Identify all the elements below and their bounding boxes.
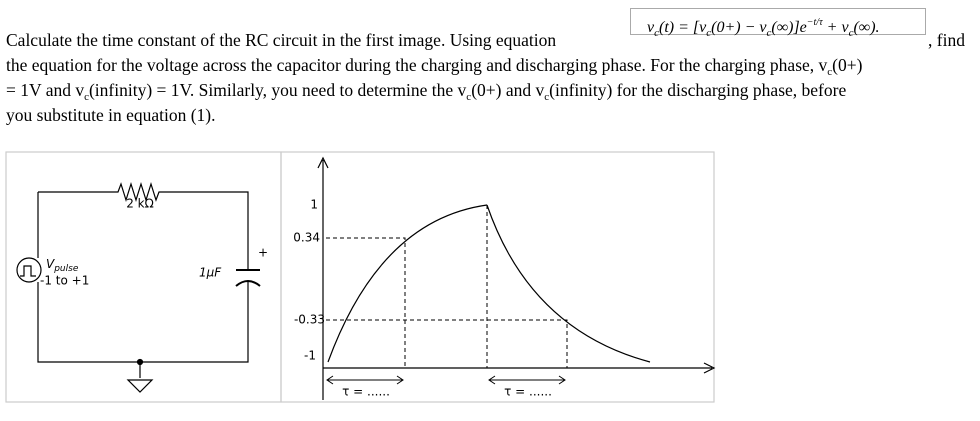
text-run: (∞). bbox=[853, 19, 880, 36]
text-run: c bbox=[827, 66, 833, 78]
polarity-label: + bbox=[258, 246, 268, 260]
tick-label: -0.33 bbox=[294, 313, 325, 327]
question-text: , find bbox=[928, 30, 965, 50]
tick-label: 0.34 bbox=[293, 231, 320, 245]
resistor-label: 2 kΩ bbox=[126, 197, 154, 211]
graph-figure bbox=[280, 151, 716, 403]
equation: vc(t) = [vc(0+) − vc(∞)]e−t/τ + vc(∞). bbox=[630, 8, 926, 39]
text-run: (infinity) for the discharging phase, be… bbox=[549, 80, 847, 100]
text-run: (infinity) = 1V. Similarly, you need to … bbox=[88, 80, 467, 100]
text-run: pulse bbox=[53, 264, 79, 274]
text-run: the equation for the voltage across the … bbox=[6, 55, 828, 75]
text-run: c bbox=[706, 27, 712, 39]
text-run: c bbox=[766, 27, 772, 39]
text-run: c bbox=[84, 91, 89, 103]
text-run: c bbox=[466, 91, 472, 103]
question-line: = 1V and vc(infinity) = 1V. Similarly, y… bbox=[6, 80, 846, 103]
question-line: the equation for the voltage across the … bbox=[6, 55, 862, 78]
question-line: Calculate the time constant of the RC ci… bbox=[6, 30, 556, 51]
question-line: you substitute in equation (1). bbox=[6, 105, 216, 126]
tick-label: 1 bbox=[310, 198, 318, 212]
text-run: c bbox=[848, 27, 854, 39]
tau-label: τ = ...... bbox=[342, 385, 390, 399]
text-run: (∞)]e bbox=[771, 19, 807, 36]
text-run: −t/τ bbox=[806, 17, 823, 28]
text-run: c bbox=[654, 27, 659, 39]
text-run: Calculate the time constant of the RC ci… bbox=[6, 30, 557, 50]
tau-label: τ = ...... bbox=[504, 385, 552, 399]
text-run: (0+) and v bbox=[471, 80, 545, 100]
capacitor-label: 1µF bbox=[199, 266, 222, 280]
text-run: you substitute in equation (1). bbox=[6, 105, 216, 125]
text-run: (0+) − v bbox=[711, 19, 767, 36]
text-run: (t) = [v bbox=[659, 19, 707, 36]
text-run: V bbox=[46, 257, 55, 271]
source-label: Vpulse bbox=[46, 257, 79, 274]
text-run: (0+) bbox=[832, 55, 863, 75]
text-run: = 1V and v bbox=[6, 80, 85, 100]
text-run: c bbox=[544, 91, 550, 103]
text-run: v bbox=[647, 19, 655, 36]
text-run: + v bbox=[822, 19, 849, 36]
source-range: -1 to +1 bbox=[40, 274, 89, 288]
tick-label: -1 bbox=[304, 349, 316, 363]
